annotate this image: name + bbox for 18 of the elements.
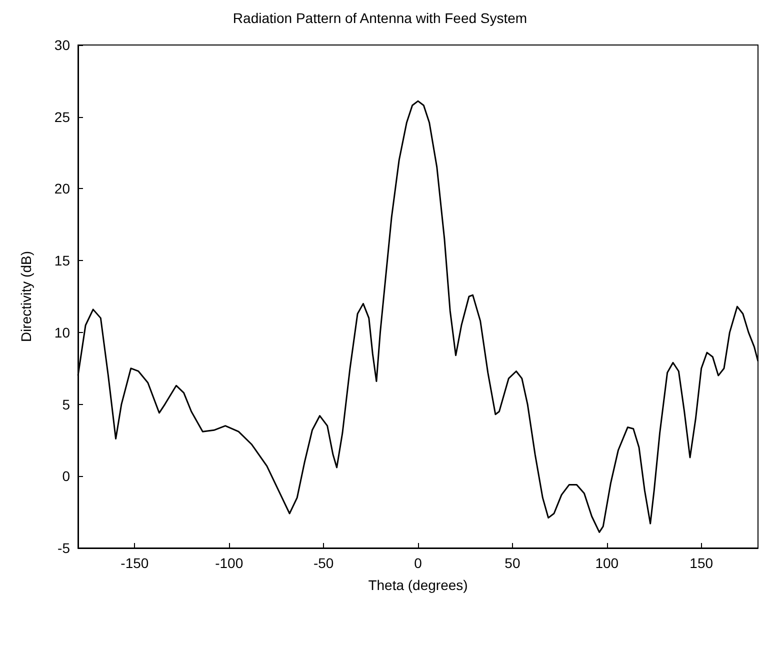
- x-tick-label: 150: [690, 555, 714, 571]
- y-tick-label: 20: [54, 180, 70, 197]
- y-tick-label: 25: [54, 108, 70, 125]
- y-tick-label: 0: [62, 468, 70, 484]
- chart-title: Radiation Pattern of Antenna with Feed System: [232, 10, 528, 26]
- x-tick-label: -50: [313, 555, 334, 571]
- y-tick-label: 30: [54, 37, 70, 53]
- x-axis-title: Theta (degrees): [368, 577, 468, 593]
- x-tick-label: 50: [504, 555, 520, 571]
- y-tick-label: -5: [58, 540, 70, 556]
- x-tick-label: 100: [595, 555, 619, 571]
- y-tick-label: 5: [62, 396, 70, 412]
- x-tick-label: -100: [215, 555, 244, 571]
- y-axis-title: Directivity (dB): [18, 250, 34, 342]
- y-tick-label: 15: [54, 252, 70, 269]
- x-tick-label: 0: [414, 555, 422, 571]
- x-tick-label: -150: [120, 555, 149, 571]
- y-tick-label: 10: [54, 324, 70, 340]
